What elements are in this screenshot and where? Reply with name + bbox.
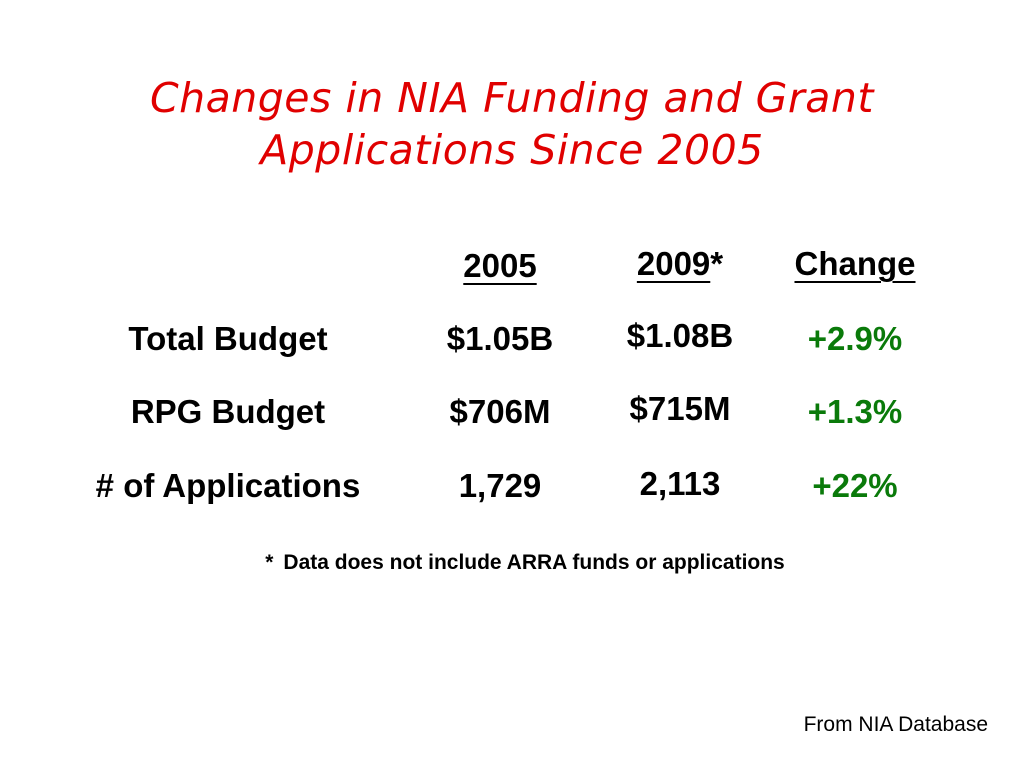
header-2005: 2005 bbox=[463, 247, 537, 284]
cell-total-budget-change: +2.9% bbox=[807, 320, 903, 357]
cell-applications-change: +22% bbox=[812, 467, 898, 504]
footnote-marker: * bbox=[265, 551, 274, 574]
source-note: From NIA Database bbox=[803, 713, 988, 736]
row-label-rpg-budget: RPG Budget bbox=[130, 393, 326, 430]
header-2009-marker: * bbox=[710, 245, 724, 282]
footnote-text: Data does not include ARRA funds or appl… bbox=[283, 551, 785, 574]
row-label-applications: # of Applications bbox=[95, 467, 361, 504]
slide-title-line-1: Changes in NIA Funding and Grant bbox=[150, 74, 874, 122]
slide-title-line-2: Applications Since 2005 bbox=[260, 126, 764, 174]
cell-applications-2005: 1,729 bbox=[458, 467, 542, 504]
cell-total-budget-2005: $1.05B bbox=[446, 320, 554, 357]
cell-rpg-budget-2009: $715M bbox=[629, 390, 731, 427]
footnote: * Data does not include ARRA funds or app… bbox=[0, 549, 1024, 577]
header-2009-year: 2009 bbox=[636, 245, 711, 282]
header-2009: 2009* bbox=[600, 244, 760, 284]
cell-total-budget-2009: $1.08B bbox=[626, 317, 734, 354]
cell-rpg-budget-change: +1.3% bbox=[807, 393, 903, 430]
cell-rpg-budget-2005: $706M bbox=[449, 393, 551, 430]
row-label-total-budget: Total Budget bbox=[128, 320, 328, 357]
cell-applications-2009: 2,113 bbox=[639, 465, 721, 502]
header-change: Change bbox=[794, 245, 916, 282]
slide-title: Changes in NIA Funding and Grant Applica… bbox=[0, 72, 1024, 176]
